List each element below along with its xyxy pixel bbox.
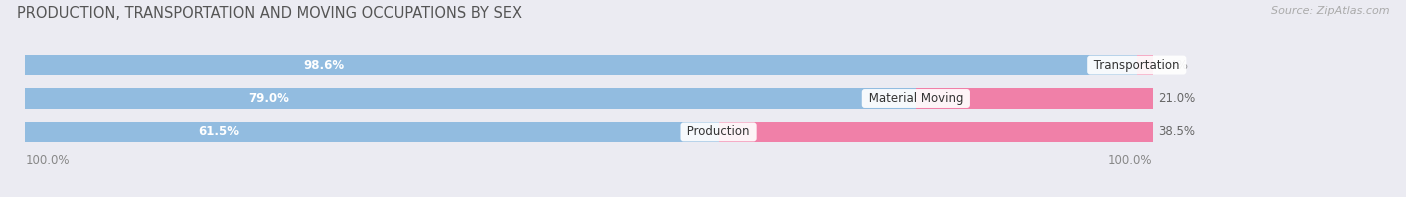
Bar [718, 122, 1153, 142]
Bar [25, 88, 915, 109]
Text: Production: Production [683, 125, 754, 138]
Bar [25, 88, 1153, 109]
Text: 79.0%: 79.0% [247, 92, 288, 105]
Bar [25, 122, 1153, 142]
Text: Material Moving: Material Moving [865, 92, 967, 105]
Bar [915, 88, 1153, 109]
Text: 100.0%: 100.0% [25, 154, 70, 167]
Text: PRODUCTION, TRANSPORTATION AND MOVING OCCUPATIONS BY SEX: PRODUCTION, TRANSPORTATION AND MOVING OC… [17, 6, 522, 21]
Bar [1137, 55, 1153, 75]
Text: 100.0%: 100.0% [1108, 154, 1153, 167]
Text: Transportation: Transportation [1090, 59, 1184, 72]
Bar [25, 122, 718, 142]
Text: 61.5%: 61.5% [198, 125, 239, 138]
Text: 21.0%: 21.0% [1159, 92, 1195, 105]
Text: 38.5%: 38.5% [1159, 125, 1195, 138]
Bar [25, 55, 1137, 75]
Text: 1.4%: 1.4% [1159, 59, 1188, 72]
Text: 98.6%: 98.6% [304, 59, 344, 72]
Bar [25, 55, 1153, 75]
Text: Source: ZipAtlas.com: Source: ZipAtlas.com [1271, 6, 1389, 16]
